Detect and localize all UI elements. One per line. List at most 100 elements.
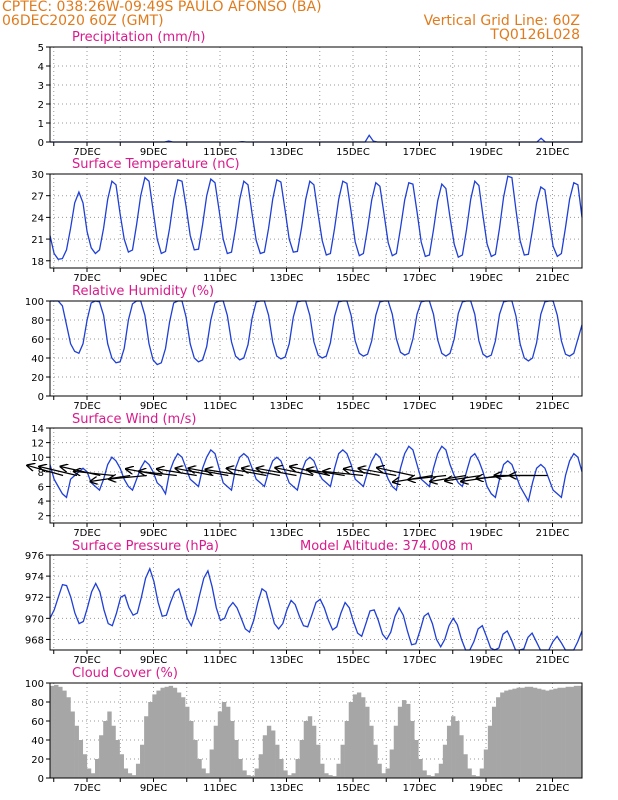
cloud-bar [340,744,345,778]
xtick-label-temp: 19DEC [469,273,503,284]
cloud-bar [553,688,558,778]
cloud-bar [324,773,329,778]
panel-frame-cloud [49,682,583,779]
xtick-label-precip: 11DEC [203,147,237,158]
xtick-label-rh: 13DEC [270,401,304,412]
wind-vector [408,476,447,480]
cloud-bar [283,770,288,778]
series-line-wind [49,445,583,503]
cloud-bar [418,759,423,778]
xtick-label-temp: 7DEC [73,273,100,284]
cloud-bar [131,775,137,778]
cloud-bar [58,686,63,778]
cloud-bar [270,730,276,778]
cloud-bar [406,703,411,778]
panel-title-pres: Surface Pressure (hPa) [72,539,219,554]
cloud-bar [569,686,575,778]
xtick-label-pres: 9DEC [140,655,167,666]
ytick-label-cloud: 0 [38,774,44,785]
xtick-label-precip: 15DEC [336,147,370,158]
cloud-bar [430,776,435,778]
cloud-bar [348,702,354,778]
cloud-bar [90,773,96,778]
cloud-bar [381,773,386,778]
xtick-label-pres: 13DEC [270,655,304,666]
cloud-bar [295,759,300,778]
ytick-label-precip: 1 [38,119,44,130]
panel-title-temp: Surface Temperature (nC) [72,157,240,172]
grid-line-note: Vertical Grid Line: 60Z [423,13,580,29]
ytick-label-precip: 0 [38,138,44,149]
xtick-label-wind: 19DEC [469,528,503,539]
ytick-label-pres: 970 [25,614,44,625]
cloud-bar [512,688,517,778]
xtick-label-rh: 21DEC [536,401,570,412]
cloud-bar [242,770,247,778]
cloud-bar [262,735,268,778]
run-datetime: 06DEC2020 60Z (GMT) [2,13,164,29]
cloud-bar [115,740,120,778]
xtick-label-precip: 13DEC [270,147,304,158]
cloud-bar [344,721,350,778]
cloud-bar [487,725,493,778]
xtick-label-wind: 15DEC [336,528,370,539]
cloud-bar [369,725,374,778]
ytick-label-cloud: 100 [25,679,44,690]
ytick-label-precip: 4 [38,62,44,73]
xtick-label-cloud: 21DEC [536,783,570,794]
cloud-bar [483,749,489,778]
cloud-bar [135,763,141,778]
ytick-label-temp: 21 [31,235,44,246]
panel-frame-temp [49,173,583,269]
xtick-label-temp: 13DEC [270,273,304,284]
station-header: CPTEC: 038:26W-09:49S PAULO AFONSO (BA) [2,0,322,15]
cloud-bar [496,697,501,778]
cloud-bar [234,740,239,778]
xtick-label-wind: 9DEC [140,528,167,539]
cloud-bar [152,694,157,778]
cloud-bar [311,725,317,778]
cloud-bar [238,759,243,778]
series-line-rh [50,300,583,366]
cloud-bar [426,775,431,778]
cloud-bar [287,775,292,778]
ytick-label-precip: 5 [38,43,44,54]
cloud-bar [361,697,366,778]
cloud-bar [99,735,104,778]
xtick-label-rh: 7DEC [73,401,100,412]
xtick-label-cloud: 9DEC [140,783,167,794]
cloud-bar [541,689,546,778]
series-line-precip [50,134,582,143]
cloud-bar [528,686,534,778]
xtick-label-pres: 21DEC [536,655,570,666]
xtick-label-rh: 9DEC [140,401,167,412]
cloud-bar [78,740,84,778]
ytick-label-rh: 80 [31,316,44,327]
wind-vector [60,467,101,477]
xtick-label-cloud: 7DEC [73,783,100,794]
cloud-bar [62,690,67,778]
xtick-label-precip: 9DEC [140,147,167,158]
cloud-bar [573,685,579,778]
cloud-bar [209,749,214,778]
cloud-bar [119,754,124,778]
cloud-bar [103,721,108,778]
cloud-bar [365,706,370,778]
cloud-bar [475,776,480,778]
ytick-label-wind: 12 [31,439,44,450]
ytick-label-rh: 100 [25,297,44,308]
cloud-bar [168,685,174,778]
ytick-label-cloud: 80 [31,698,44,709]
cloud-bar [127,773,133,778]
ytick-label-precip: 3 [38,81,44,92]
ytick-label-cloud: 60 [31,717,44,728]
cloud-bar [467,768,472,778]
cloud-bar [230,721,235,778]
cloud-bar [54,684,59,778]
cloud-bar [352,694,358,778]
cloud-bar [332,776,337,778]
cloud-bar [536,688,542,778]
cloud-bar [577,685,583,778]
xtick-label-temp: 9DEC [140,273,167,284]
xtick-label-precip: 17DEC [403,147,437,158]
